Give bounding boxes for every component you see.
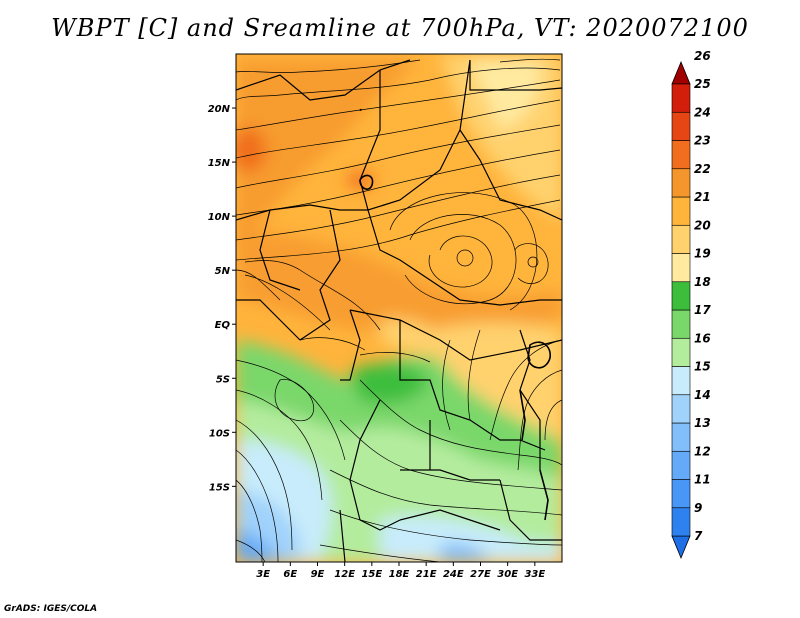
grads-credit: GrADS: IGES/COLA: [4, 604, 98, 614]
colorbar-swatch: [671, 168, 691, 198]
lon-tick-label: 24E: [443, 569, 464, 580]
lon-tick-label: 18E: [389, 569, 410, 580]
lon-tick-label: 27E: [470, 569, 491, 580]
longitude-axis: 3E 6E 9E 12E 15E 18E 21E 24E 27E 30E 33E: [256, 562, 545, 580]
lakes: [359, 174, 551, 521]
colorbar-swatch: [671, 422, 691, 452]
lon-tick-label: 21E: [416, 569, 437, 580]
colorbar-level-label: 19: [694, 247, 711, 261]
colorbar-swatch: [671, 83, 691, 113]
lat-tick-label: 15S: [209, 482, 230, 493]
colorbar-level-label: 17: [694, 303, 711, 317]
colorbar-swatch: [671, 196, 691, 226]
lat-tick-label: 10S: [209, 428, 230, 439]
colorbar-swatch: [671, 281, 691, 311]
lat-tick-label: 20N: [208, 104, 231, 115]
colorbar-swatch: [671, 507, 691, 537]
colorbar-level-label: 18: [694, 275, 711, 289]
colorbar-swatch: [671, 111, 691, 141]
colorbar-level-label: 12: [694, 444, 711, 458]
colorbar-level-label: 23: [694, 134, 711, 148]
colorbar-level-label: 14: [694, 388, 711, 402]
colorbar-level-label: 24: [694, 105, 711, 119]
colorbar-swatch: [671, 140, 691, 170]
colorbar-swatch: [671, 253, 691, 283]
lon-tick-label: 33E: [524, 569, 545, 580]
page-title: WBPT [C] and Sreamline at 700hPa, VT: 20…: [51, 14, 749, 42]
colorbar-level-label: 13: [694, 416, 711, 430]
colorbar-level-label: 25: [694, 77, 711, 91]
lon-tick-label: 15E: [361, 569, 382, 580]
lat-tick-label: 10N: [208, 212, 231, 223]
colorbar-level-label: 16: [694, 331, 711, 345]
colorbar-min-triangle: [671, 535, 691, 560]
colorbar-level-label: 26: [694, 49, 711, 63]
country-borders: [236, 59, 562, 562]
colorbar: 7 9 11 12 13 14 15 16 17 18 19 20 21 22 23 24 25 26: [671, 49, 711, 560]
colorbar-level-label: 9: [694, 501, 702, 515]
colorbar-swatch: [671, 309, 691, 339]
colorbar-level-label: 15: [694, 360, 711, 374]
colorbar-swatch: [671, 394, 691, 424]
colorbar-level-label: 11: [694, 473, 711, 487]
lat-tick-label: 5N: [215, 266, 231, 277]
colorbar-level-label: 21: [694, 190, 711, 204]
lon-tick-label: 6E: [283, 569, 297, 580]
colorbar-max-triangle: [671, 60, 691, 85]
streamlines: [236, 58, 562, 562]
colorbar-swatch: [671, 337, 691, 367]
colorbar-swatch: [671, 366, 691, 396]
colorbar-level-label: 20: [694, 218, 711, 232]
colorbar-level-label: 7: [694, 529, 703, 543]
colorbar-swatch: [671, 479, 691, 509]
lat-tick-label: 5S: [216, 374, 230, 385]
lon-tick-label: 9E: [311, 569, 325, 580]
colorbar-level-label: 22: [694, 162, 711, 176]
colorbar-swatch: [671, 450, 691, 480]
lon-tick-label: 3E: [256, 569, 270, 580]
lat-tick-label: 15N: [208, 158, 231, 169]
lon-tick-label: 12E: [334, 569, 355, 580]
latitude-axis: 20N 15N 10N 5N EQ 5S 10S 15S: [208, 104, 236, 493]
lat-tick-label: EQ: [215, 320, 231, 331]
colorbar-swatch: [671, 224, 691, 254]
lon-tick-label: 30E: [497, 569, 518, 580]
